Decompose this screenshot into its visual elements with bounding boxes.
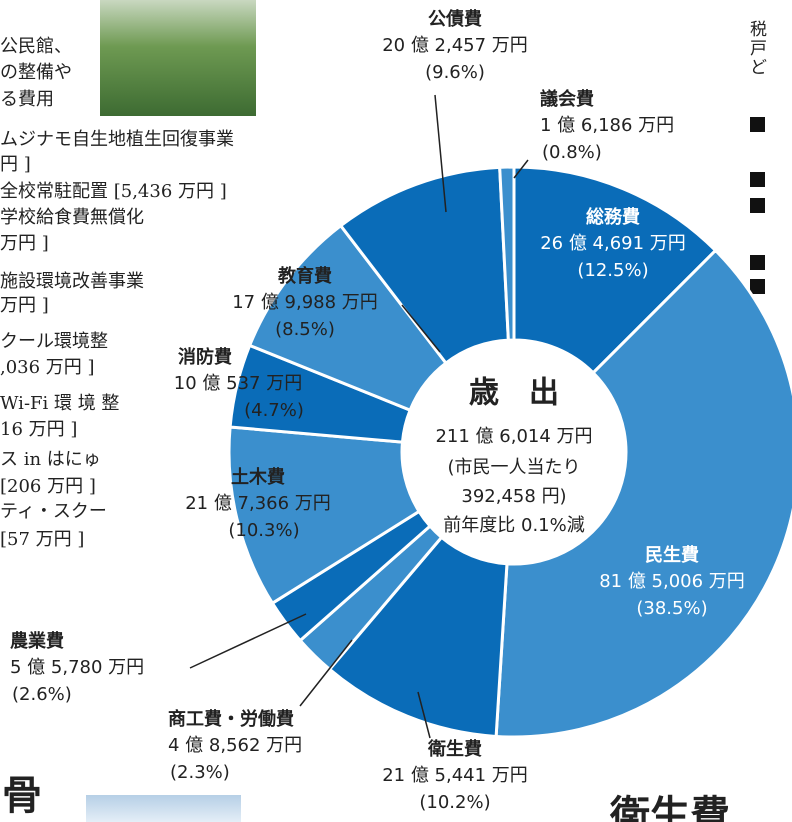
slice: [227, 425, 422, 606]
slice-amount: 10 億 537 万円: [174, 373, 302, 394]
slice-name: 公債費: [428, 8, 482, 30]
slice-name: 消防費: [178, 346, 232, 368]
side-text: ムジナモ自生地植生回復事業: [0, 129, 234, 150]
side-text: 戸: [750, 39, 767, 59]
leader-lines: [189, 94, 529, 739]
side-text: 税: [750, 20, 767, 40]
side-text: Wi-Fi 環 境 整: [0, 393, 119, 414]
donut-hole: [403, 341, 625, 563]
slice-amount: 1 億 6,186 万円: [540, 115, 674, 136]
slice-amount: 20 億 2,457 万円: [382, 35, 528, 56]
side-text: [57 万円 ]: [0, 529, 84, 550]
slice-percent: (38.5%): [636, 598, 707, 619]
slice-percent: (9.6%): [425, 62, 485, 83]
leader-line: [513, 159, 529, 179]
slice: [338, 165, 510, 366]
slice-amount: 26 億 4,691 万円: [540, 233, 686, 254]
center-title: 歳 出: [469, 376, 559, 411]
side-text: ,036 万円 ]: [0, 357, 95, 378]
bullet: [750, 279, 765, 294]
donut: [227, 165, 792, 739]
bullets: [750, 117, 765, 294]
slice-name: 土木費: [231, 466, 285, 488]
slice-name: 議会費: [540, 88, 594, 110]
center-line: 392,458 円): [461, 486, 566, 507]
side-text: 学校給食費無償化: [0, 207, 144, 228]
slice: [494, 248, 792, 739]
slice-name: 総務費: [586, 206, 640, 228]
bullet: [750, 255, 765, 270]
side-text: クール環境整: [0, 331, 108, 352]
leader-line: [434, 94, 447, 213]
side-text: 施設環境改善事業: [0, 271, 144, 292]
slice-percent: (4.7%): [244, 400, 304, 421]
slice-percent: (2.3%): [170, 762, 230, 783]
side-text: の整備や: [0, 62, 72, 83]
slice-name: 教育費: [278, 265, 332, 287]
leader-line: [299, 639, 353, 707]
slice-amount: 21 億 5,441 万円: [382, 765, 528, 786]
slice-name: 農業費: [10, 630, 64, 652]
side-text: ス in はにゅ: [0, 449, 101, 470]
side-text: 全校常駐配置 [5,436 万円 ]: [0, 181, 227, 202]
leader-line: [189, 613, 307, 669]
side-text: ティ・スクー: [0, 501, 107, 522]
photo: [86, 795, 241, 822]
side-text: る費用: [0, 89, 54, 110]
slice-amount: 4 億 8,562 万円: [168, 735, 302, 756]
slice-amount: 81 億 5,006 万円: [599, 571, 745, 592]
bullet: [750, 117, 765, 132]
slice: [498, 165, 516, 342]
bullet: [750, 172, 765, 187]
bullet: [750, 198, 765, 213]
leader-line: [401, 304, 441, 353]
side-text: 16 万円 ]: [0, 419, 77, 440]
center-line: 前年度比 0.1%減: [443, 515, 584, 536]
center-line: (市民一人当たり: [447, 457, 580, 478]
slice-amount: 5 億 5,780 万円: [10, 657, 144, 678]
side-text: 公民館、: [0, 36, 72, 57]
slice-percent: (2.6%): [12, 684, 72, 705]
leader-line: [417, 691, 431, 739]
slice-amount: 21 億 7,366 万円: [185, 493, 331, 514]
slice-name: 民生費: [645, 544, 699, 566]
slice-percent: (12.5%): [577, 260, 648, 281]
slice-percent: (0.8%): [542, 142, 602, 163]
side-text: [206 万円 ]: [0, 476, 96, 497]
center-line: 211 億 6,014 万円: [435, 426, 592, 447]
side-text: ど: [750, 58, 767, 78]
slice-name: 衛生費: [427, 738, 482, 760]
slice: [512, 165, 718, 375]
slice-name: 商工費・労働費: [168, 708, 294, 730]
slice-percent: (10.3%): [228, 520, 299, 541]
side-text: 万円 ]: [0, 233, 49, 254]
side-text: 万円 ]: [0, 295, 49, 316]
heading: 骨: [2, 773, 42, 819]
photo: [100, 0, 256, 116]
slice-percent: (8.5%): [275, 319, 335, 340]
slice-percent: (10.2%): [419, 792, 490, 813]
slice-amount: 17 億 9,988 万円: [232, 292, 378, 313]
heading: 衛生費: [609, 793, 730, 822]
side-text: 円 ]: [0, 154, 31, 175]
